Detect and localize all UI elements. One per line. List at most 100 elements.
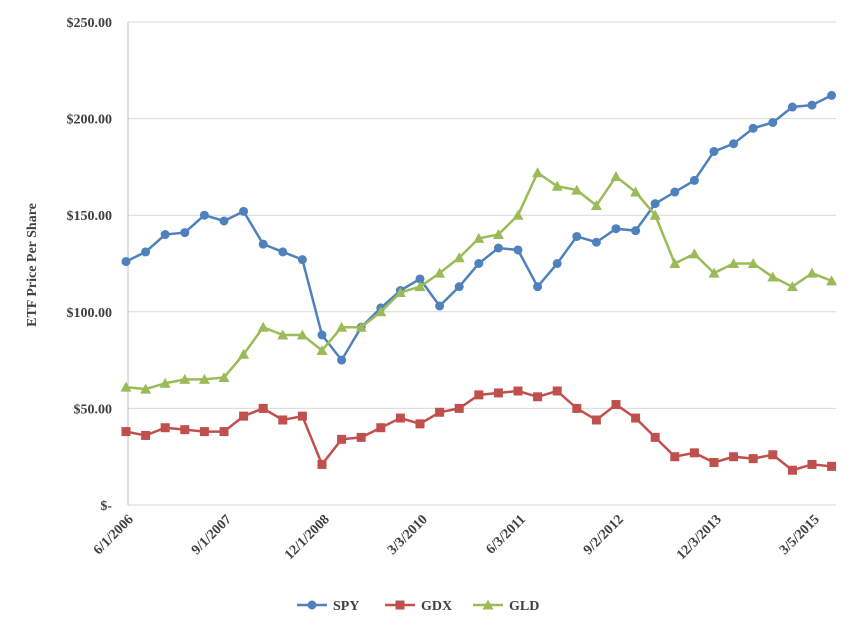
data-point — [826, 275, 838, 286]
data-point — [297, 255, 307, 265]
series-group — [120, 90, 838, 475]
data-point — [689, 175, 699, 185]
data-point — [747, 258, 759, 268]
data-point — [767, 271, 779, 282]
data-point — [160, 230, 170, 240]
data-point — [141, 247, 151, 257]
data-point — [435, 407, 445, 417]
y-tick-label: $150.00 — [67, 209, 113, 224]
data-point — [787, 465, 797, 475]
data-point — [513, 386, 523, 396]
legend: SPY GDX GLD — [297, 599, 539, 614]
data-point — [591, 237, 601, 247]
data-point — [572, 231, 582, 241]
data-point — [513, 245, 523, 255]
data-point — [258, 403, 268, 413]
data-point — [670, 452, 680, 462]
data-point — [238, 348, 250, 359]
data-point — [434, 267, 446, 278]
data-point — [670, 187, 680, 197]
data-point — [454, 403, 464, 413]
legend-label: GLD — [509, 599, 539, 614]
data-point — [258, 239, 268, 249]
series-line — [125, 94, 833, 363]
legend-label: SPY — [333, 599, 359, 614]
data-point — [827, 90, 837, 100]
data-point — [591, 415, 601, 425]
data-point — [650, 432, 660, 442]
data-point — [199, 427, 209, 437]
data-point — [278, 247, 288, 257]
y-tick-label: $100.00 — [67, 306, 113, 321]
data-point — [572, 403, 582, 413]
data-point — [376, 423, 386, 433]
data-point — [532, 167, 544, 178]
data-point — [337, 355, 347, 365]
data-point — [277, 329, 289, 340]
data-point — [336, 321, 348, 332]
data-point — [355, 321, 367, 332]
legend-item-spy: SPY — [297, 599, 359, 614]
x-tick-label: 3/3/2010 — [385, 512, 431, 558]
data-point — [786, 281, 798, 292]
data-point — [708, 267, 720, 278]
data-point — [278, 415, 288, 425]
data-point — [239, 411, 249, 421]
data-point — [296, 329, 308, 340]
data-point — [709, 457, 719, 467]
data-point — [140, 383, 152, 394]
data-point — [729, 139, 739, 149]
data-point — [121, 427, 131, 437]
data-point — [356, 432, 366, 442]
data-point — [611, 400, 621, 410]
series-gdx — [121, 386, 837, 475]
data-point — [552, 386, 562, 396]
x-tick-label: 12/3/2013 — [674, 512, 725, 563]
data-point — [160, 423, 170, 433]
series-line — [125, 389, 832, 472]
data-point — [218, 371, 230, 382]
data-point — [415, 274, 425, 284]
data-point — [551, 180, 563, 191]
x-tick-label: 9/2/2012 — [581, 512, 627, 558]
data-point — [473, 232, 485, 243]
data-point — [533, 392, 543, 402]
x-tick-label: 3/5/2015 — [777, 512, 823, 558]
x-tick-label: 6/1/2006 — [91, 512, 137, 558]
data-point — [482, 599, 494, 610]
data-point — [297, 411, 307, 421]
data-point — [337, 434, 347, 444]
data-point — [493, 388, 503, 398]
data-point — [688, 248, 700, 259]
data-point — [474, 259, 484, 268]
data-point — [316, 344, 328, 355]
x-tick-label: 6/3/2011 — [484, 512, 529, 557]
data-point — [179, 373, 191, 384]
data-point — [728, 258, 740, 268]
y-tick-labels: $- $50.00 $100.00 $150.00 $200.00 $250.00 — [67, 16, 113, 514]
data-point — [669, 258, 681, 268]
data-point — [395, 413, 405, 423]
data-point — [650, 199, 660, 209]
data-point — [453, 252, 465, 263]
data-point — [729, 452, 739, 462]
data-point — [533, 282, 543, 292]
data-point — [159, 377, 171, 388]
data-point — [474, 390, 484, 400]
legend-label: GDX — [421, 599, 452, 614]
data-point — [454, 282, 464, 292]
data-point — [610, 171, 622, 182]
data-point — [571, 184, 583, 195]
series-spy — [121, 90, 837, 365]
y-tick-label: $- — [100, 499, 112, 514]
data-point — [121, 257, 131, 267]
data-point — [414, 281, 426, 292]
data-point — [219, 216, 229, 226]
data-point — [630, 186, 642, 197]
legend-item-gdx: GDX — [385, 599, 452, 614]
data-point — [317, 459, 327, 469]
y-tick-label: $200.00 — [67, 113, 113, 128]
data-point — [827, 461, 837, 471]
data-point — [180, 228, 190, 238]
